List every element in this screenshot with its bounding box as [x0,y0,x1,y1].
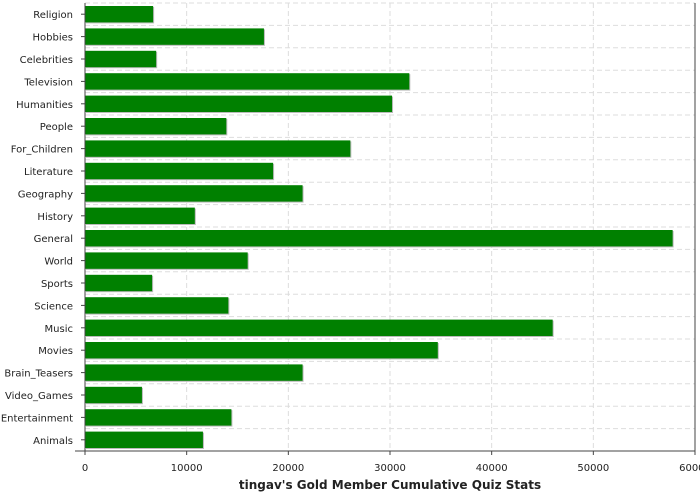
y-tick-label: Music [45,324,73,335]
y-tick-label: Animals [33,436,73,447]
y-tick-label: World [44,257,73,268]
bar-celebrities [85,50,157,68]
y-tick-label: Sports [41,279,73,290]
bar-people [85,118,227,135]
y-tick-label: For_Children [11,145,73,156]
y-tick-label: People [40,122,73,133]
bar-humanities [85,95,393,112]
x-tick-label: 30000 [374,463,406,474]
x-tick-label: 0 [82,463,88,474]
y-tick-label: Literature [24,167,73,178]
x-tick-label: 20000 [272,463,304,474]
bar-animals [85,431,203,448]
y-tick-label: Television [23,77,73,88]
x-tick-label: 50000 [577,463,609,474]
bar-music [85,319,553,336]
y-tick-label: Science [34,301,73,312]
y-tick-label: Brain_Teasers [4,369,73,380]
y-tick-label: General [34,234,73,245]
x-axis-label: tingav's Gold Member Cumulative Quiz Sta… [239,478,541,492]
bar-hobbies [85,28,264,45]
bar-world [85,252,248,269]
bar-general [85,230,673,247]
bar-entertainment [85,409,232,426]
y-tick-label: Video_Games [5,391,73,402]
bar-history [85,207,195,224]
y-tick-label: History [37,212,73,223]
bar-literature [85,162,274,180]
bar-brain_teasers [85,364,303,381]
y-tick-label: Humanities [16,100,73,111]
bar-video_games [85,386,142,404]
bar-movies [85,342,438,359]
bar-sports [85,274,153,292]
bar-for_children [85,140,351,157]
y-tick-label: Hobbies [33,33,73,44]
x-tick-label: 10000 [171,463,203,474]
bar-science [85,297,229,314]
x-tick-label: 40000 [476,463,508,474]
y-tick-label: Movies [38,346,73,357]
bar-geography [85,185,303,202]
bar-television [85,73,410,90]
y-tick-label: Entertainment [1,413,73,424]
y-tick-label: Religion [33,10,73,21]
y-tick-label: Celebrities [20,55,73,66]
bar-religion [85,6,154,23]
y-tick-label: Geography [18,189,73,200]
x-tick-label: 60000 [679,463,700,474]
